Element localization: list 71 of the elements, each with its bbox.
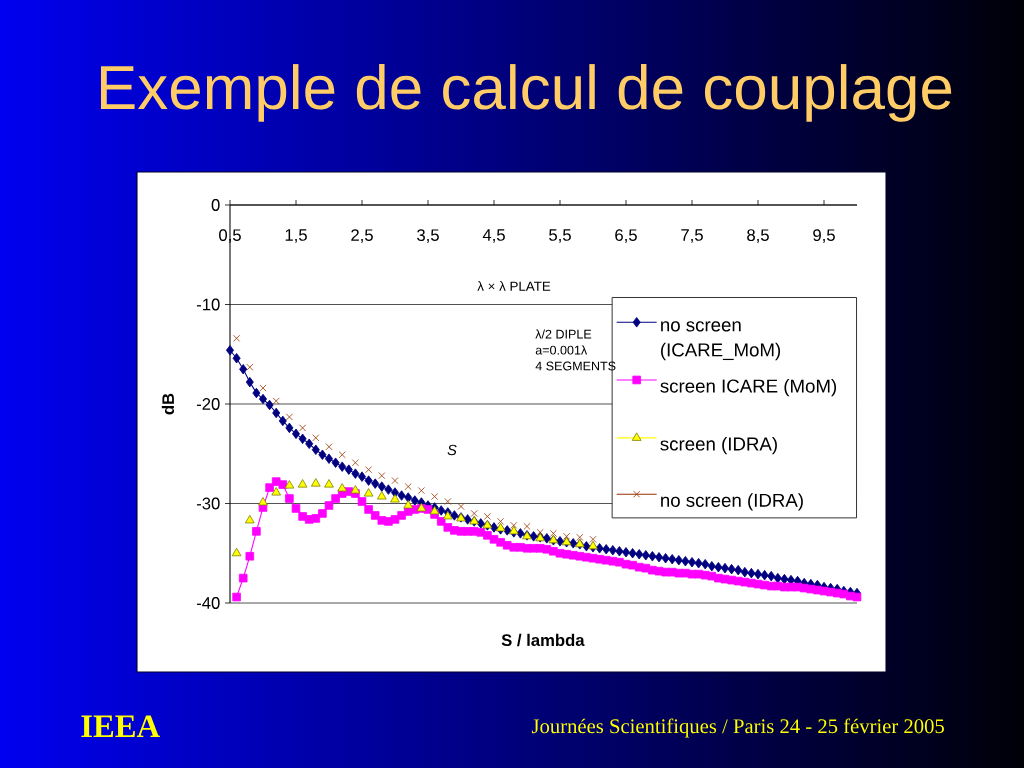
x-axis-title: S / lambda bbox=[501, 633, 585, 647]
point bbox=[271, 487, 281, 496]
point bbox=[245, 514, 255, 524]
point bbox=[457, 502, 465, 510]
point bbox=[444, 498, 452, 506]
y-tick-label: -30 bbox=[196, 497, 220, 510]
point bbox=[403, 500, 413, 509]
legend-label: no screen (ICARE_MoM) bbox=[661, 321, 781, 361]
x-tick-label: 9,5 bbox=[813, 229, 835, 243]
point bbox=[324, 479, 334, 488]
text: IEEA bbox=[81, 715, 160, 737]
point bbox=[258, 497, 268, 506]
point bbox=[377, 491, 387, 500]
point bbox=[325, 443, 333, 451]
legend-label: screen (IDRA) bbox=[660, 436, 777, 455]
point bbox=[231, 547, 242, 557]
point bbox=[536, 528, 544, 536]
point bbox=[233, 334, 241, 342]
annotation: S bbox=[447, 444, 457, 456]
point bbox=[497, 517, 505, 525]
x-tick-label: 0,5 bbox=[219, 229, 241, 243]
point bbox=[576, 533, 584, 541]
point bbox=[589, 535, 597, 543]
point bbox=[299, 424, 307, 432]
x-tick-label: 4,5 bbox=[482, 229, 505, 243]
point bbox=[431, 493, 439, 501]
y-tick-label: -40 bbox=[196, 597, 220, 609]
point bbox=[391, 477, 399, 485]
point bbox=[246, 363, 254, 371]
chart-title: Exemple de calcul de couplage bbox=[100, 64, 952, 122]
annotation: 4 SEGMENTS bbox=[535, 361, 616, 371]
point bbox=[523, 522, 531, 530]
x-tick-label: 1,5 bbox=[285, 229, 307, 243]
y-tick-label: 0 bbox=[211, 199, 220, 211]
y-axis-title: dB bbox=[161, 393, 175, 415]
point bbox=[285, 413, 293, 421]
x-tick-label: 2,5 bbox=[351, 229, 373, 243]
x-tick-label: 6,5 bbox=[615, 229, 637, 243]
point bbox=[417, 487, 425, 495]
point bbox=[312, 434, 320, 442]
x-tick-label: 7,5 bbox=[681, 229, 703, 243]
point bbox=[272, 397, 280, 405]
point bbox=[311, 478, 321, 487]
annotation: a=0.001λ bbox=[535, 345, 588, 355]
point bbox=[549, 529, 557, 537]
point bbox=[378, 472, 386, 480]
point bbox=[470, 509, 478, 517]
text: Journées Scientifiques / Paris 24 - 25 février 2005 bbox=[531, 718, 944, 738]
point bbox=[363, 488, 374, 497]
x-tick-label: 8,5 bbox=[747, 229, 769, 243]
point bbox=[429, 506, 440, 515]
legend-label: no screen (IDRA) bbox=[661, 493, 803, 511]
x-tick-label: 5,5 bbox=[549, 229, 571, 243]
point bbox=[337, 483, 347, 492]
point bbox=[510, 521, 518, 529]
point bbox=[350, 485, 361, 494]
point bbox=[351, 459, 359, 467]
point bbox=[284, 480, 295, 489]
point bbox=[365, 466, 373, 474]
y-tick-label: -20 bbox=[196, 398, 220, 410]
point bbox=[404, 483, 412, 491]
point bbox=[297, 479, 308, 488]
point bbox=[338, 451, 346, 459]
annotation: λ/2 DIPLE bbox=[535, 329, 592, 339]
x-tick-label: 3,5 bbox=[417, 229, 439, 243]
point bbox=[563, 532, 571, 540]
point bbox=[390, 494, 400, 503]
y-tick-label: -10 bbox=[196, 298, 220, 311]
annotation: λ × λ PLATE bbox=[477, 281, 551, 291]
legend-label: screen ICARE (MoM) bbox=[660, 378, 837, 397]
point bbox=[483, 512, 491, 520]
